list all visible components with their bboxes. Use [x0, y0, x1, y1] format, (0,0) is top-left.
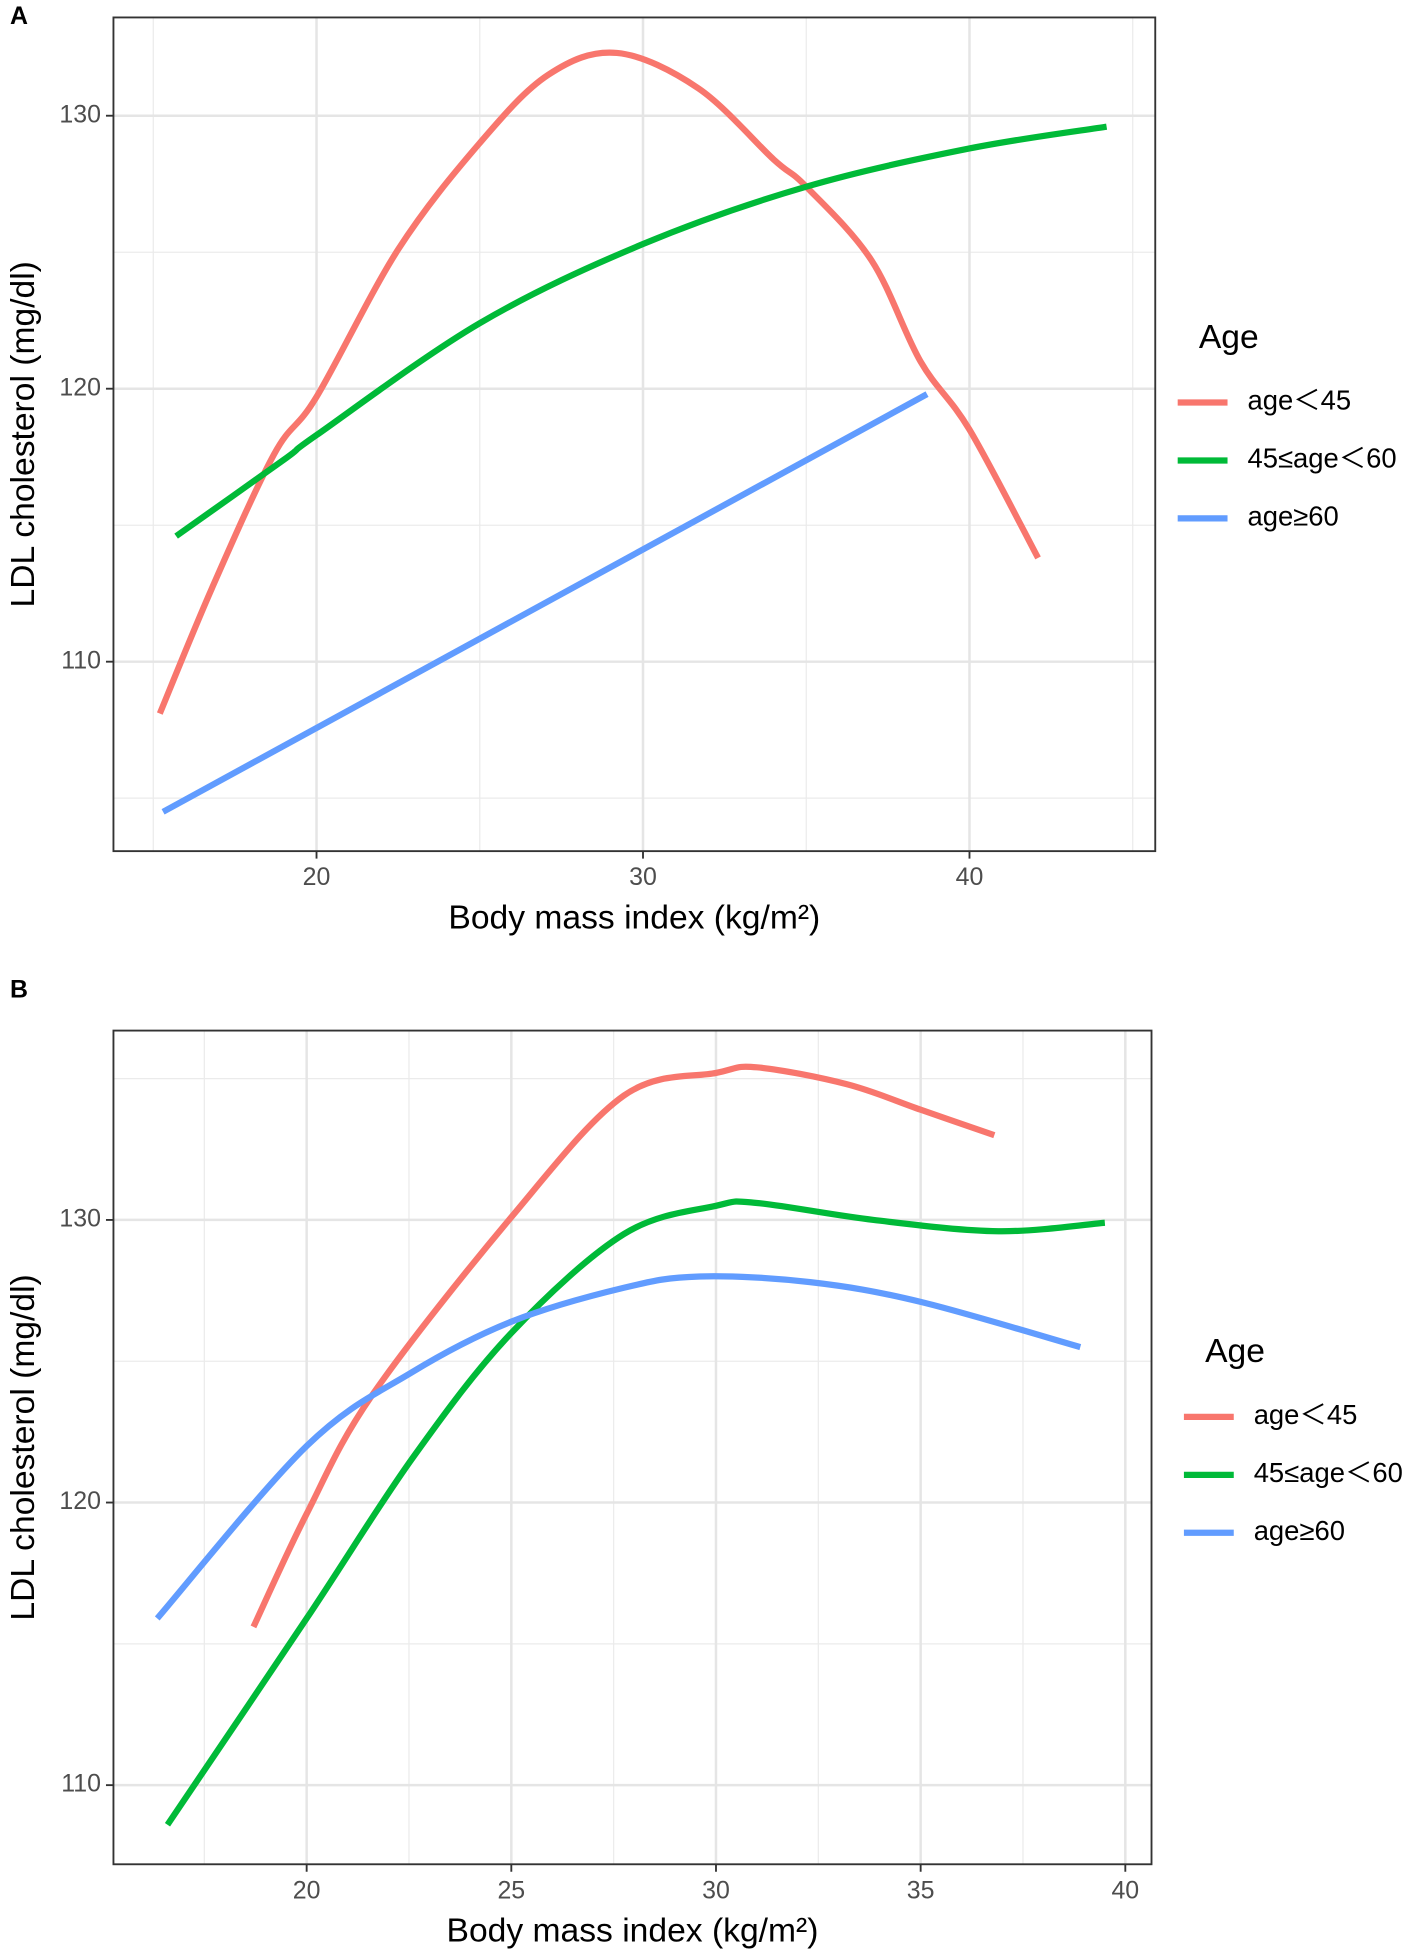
panel-label: B [10, 975, 28, 1003]
x-tick-label: 30 [629, 863, 657, 891]
y-tick-label: 110 [61, 1770, 101, 1798]
legend-label: age＜45 [1247, 385, 1351, 416]
legend-label: age≥60 [1254, 1515, 1345, 1546]
x-tick-label: 20 [303, 863, 331, 891]
line-series [250, 1063, 996, 1629]
line-series [156, 49, 1041, 715]
legend-label: 45≤age＜60 [1247, 443, 1396, 474]
y-axis-label: LDL cholesterol (mg/dl) [5, 1274, 42, 1620]
y-tick-label: 130 [59, 1205, 101, 1233]
x-axis-label: Body mass index (kg/m²) [448, 900, 820, 937]
legend-label: age≥60 [1247, 501, 1338, 532]
line-series [161, 391, 929, 815]
y-axis-label: LDL cholesterol (mg/dl) [5, 261, 42, 607]
y-tick-label: 120 [59, 373, 101, 401]
y-tick-label: 130 [59, 100, 101, 128]
x-axis-label: Body mass index (kg/m²) [447, 1913, 819, 1950]
legend-label: 45≤age＜60 [1254, 1457, 1403, 1488]
plot-border [112, 16, 1157, 853]
x-tick-label: 40 [956, 863, 984, 891]
legend-title: Age [1199, 319, 1259, 356]
x-tick-label: 30 [702, 1876, 730, 1904]
y-tick-label: 120 [59, 1487, 101, 1515]
panel-label: A [10, 2, 28, 30]
line-series [174, 123, 1108, 539]
legend-title: Age [1205, 1333, 1265, 1370]
y-tick-label: 110 [61, 646, 101, 674]
legend-label: age＜45 [1254, 1399, 1358, 1430]
line-series [164, 1198, 1106, 1827]
plot-background [113, 1030, 1152, 1865]
line-series [154, 1273, 1082, 1621]
x-tick-label: 20 [293, 1876, 321, 1904]
x-tick-label: 40 [1111, 1876, 1139, 1904]
plot-border [112, 1029, 1153, 1866]
x-tick-label: 25 [497, 1876, 525, 1904]
x-tick-label: 35 [907, 1876, 935, 1904]
